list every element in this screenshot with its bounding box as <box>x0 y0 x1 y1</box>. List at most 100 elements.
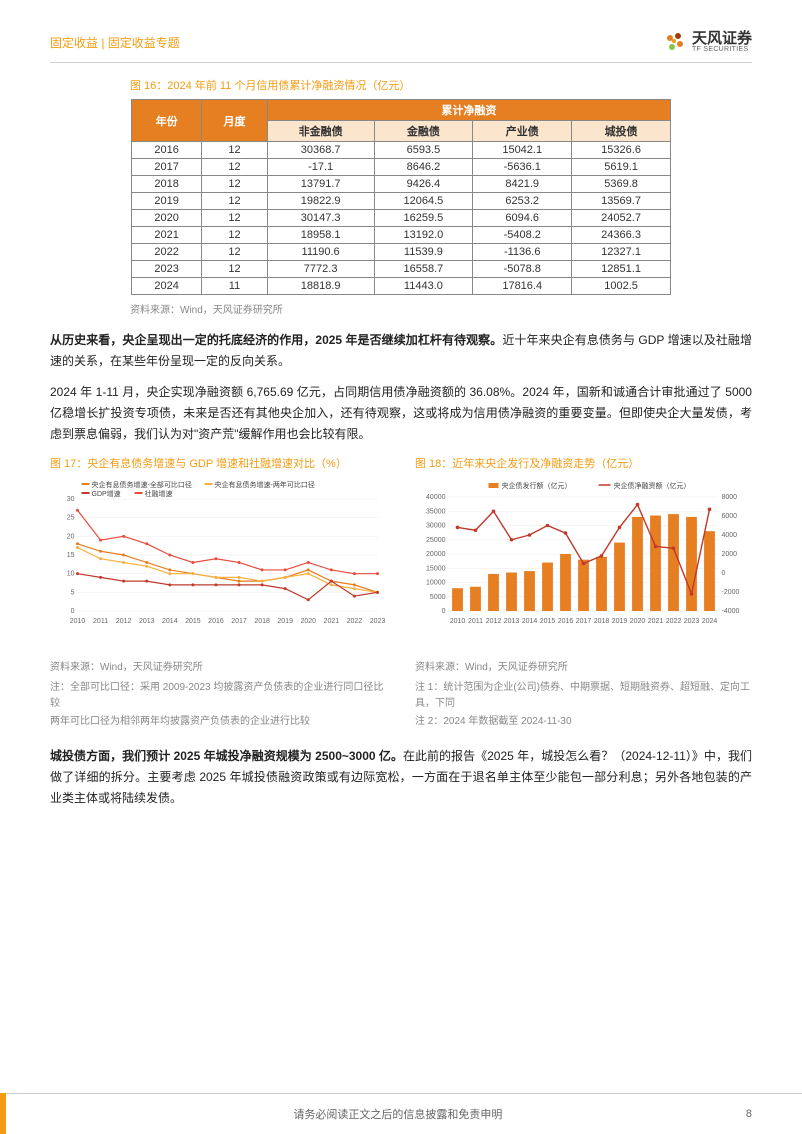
table-cell: 6094.6 <box>473 210 572 227</box>
table-cell: -1136.6 <box>473 244 572 261</box>
chart17-title: 图 17：央企有息债务增速与 GDP 增速和社融增速对比（%） <box>50 455 387 471</box>
svg-text:15000: 15000 <box>426 565 446 572</box>
table-cell: 2017 <box>132 159 202 176</box>
table-cell: 12 <box>202 193 268 210</box>
svg-text:0: 0 <box>442 608 446 615</box>
svg-text:2019: 2019 <box>612 618 628 625</box>
svg-text:25000: 25000 <box>426 537 446 544</box>
table-cell: 24366.3 <box>572 227 671 244</box>
table-row: 20201230147.316259.56094.624052.7 <box>132 210 671 227</box>
table-cell: 16259.5 <box>374 210 473 227</box>
svg-text:2015: 2015 <box>185 618 201 625</box>
table-cell: 13791.7 <box>267 176 374 193</box>
svg-text:社融增速: 社融增速 <box>145 489 173 498</box>
svg-text:2012: 2012 <box>486 618 502 625</box>
chart17-svg: 0510152025302010201120122013201420152016… <box>50 477 387 627</box>
para1-bold: 从历史来看，央企呈现出一定的托底经济的作用，2025 年是否继续加杠杆有待观察。 <box>50 333 502 347</box>
svg-text:2020: 2020 <box>630 618 646 625</box>
table-cell: 2021 <box>132 227 202 244</box>
table-cell: 12851.1 <box>572 261 671 278</box>
svg-text:2018: 2018 <box>594 618 610 625</box>
table-cell: 11443.0 <box>374 278 473 295</box>
svg-text:2021: 2021 <box>324 618 340 625</box>
table-cell: 30368.7 <box>267 142 374 159</box>
chart17-note1: 注：全部可比口径：采用 2009-2023 均披露资产负债表的企业进行同口径比较 <box>50 680 387 712</box>
chart17-source: 资料来源：Wind，天风证券研究所 <box>50 660 387 676</box>
table-row: 20241118818.911443.017816.41002.5 <box>132 278 671 295</box>
table-cell: 12 <box>202 210 268 227</box>
svg-text:2022: 2022 <box>347 618 363 625</box>
svg-text:2014: 2014 <box>522 618 538 625</box>
table-cell: 18958.1 <box>267 227 374 244</box>
table-cell: 13192.0 <box>374 227 473 244</box>
th-year: 年份 <box>132 100 202 142</box>
svg-text:2018: 2018 <box>254 618 270 625</box>
table-cell: 12 <box>202 159 268 176</box>
table-cell: 5619.1 <box>572 159 671 176</box>
chart18-svg: 0500010000150002000025000300003500040000… <box>415 477 752 627</box>
para3-bold: 城投债方面，我们预计 2025 年城投净融资规模为 2500~3000 亿。 <box>50 749 403 763</box>
table-cell: 12064.5 <box>374 193 473 210</box>
svg-text:2023: 2023 <box>684 618 700 625</box>
table-row: 20161230368.76593.515042.115326.6 <box>132 142 671 159</box>
svg-text:20000: 20000 <box>426 551 446 558</box>
table-cell: 2022 <box>132 244 202 261</box>
chart18-notes: 资料来源：Wind，天风证券研究所 注 1：统计范围为企业(公司)债券、中期票据… <box>415 660 752 732</box>
logo-text-cn: 天风证券 <box>692 31 752 46</box>
svg-text:2017: 2017 <box>576 618 592 625</box>
svg-text:-4000: -4000 <box>722 608 740 615</box>
svg-text:30: 30 <box>67 496 75 503</box>
svg-text:4000: 4000 <box>722 532 738 539</box>
table-cell: 12 <box>202 244 268 261</box>
table-cell: 2024 <box>132 278 202 295</box>
table-cell: 11539.9 <box>374 244 473 261</box>
table-cell: 19822.9 <box>267 193 374 210</box>
table-cell: -17.1 <box>267 159 374 176</box>
table-row: 201712-17.18646.2-5636.15619.1 <box>132 159 671 176</box>
table-title: 图 16：2024 年前 11 个月信用债累计净融资情况（亿元） <box>130 77 752 93</box>
footer-page-number: 8 <box>746 1108 752 1120</box>
svg-text:2016: 2016 <box>558 618 574 625</box>
table-cell: 2023 <box>132 261 202 278</box>
table-cell: 15326.6 <box>572 142 671 159</box>
table-cell: 12 <box>202 261 268 278</box>
table-cell: 9426.4 <box>374 176 473 193</box>
table-cell: -5078.8 <box>473 261 572 278</box>
svg-text:25: 25 <box>67 515 75 522</box>
table-cell: 12 <box>202 176 268 193</box>
svg-text:GDP增速: GDP增速 <box>92 489 121 498</box>
page-header: 固定收益 | 固定收益专题 天风证券 TF SECURITIES <box>50 28 752 56</box>
chart18-title: 图 18：近年来央企发行及净融资走势（亿元） <box>415 455 752 471</box>
th-span: 累计净融资 <box>267 100 670 121</box>
table-cell: 6593.5 <box>374 142 473 159</box>
svg-text:8000: 8000 <box>722 494 738 501</box>
logo-text-en: TF SECURITIES <box>692 46 752 53</box>
svg-text:2012: 2012 <box>116 618 132 625</box>
table-cell: 2016 <box>132 142 202 159</box>
footer-disclaimer: 请务必阅读正文之后的信息披露和免责申明 <box>50 1106 746 1122</box>
table-row: 20191219822.912064.56253.213569.7 <box>132 193 671 210</box>
table-cell: 16558.7 <box>374 261 473 278</box>
svg-text:10000: 10000 <box>426 580 446 587</box>
svg-text:2013: 2013 <box>139 618 155 625</box>
th-sub: 非金融债 <box>267 121 374 142</box>
paragraph-2: 2024 年 1-11 月，央企实现净融资额 6,765.69 亿元，占同期信用… <box>50 382 752 445</box>
table-cell: 24052.7 <box>572 210 671 227</box>
page-footer: 请务必阅读正文之后的信息披露和免责申明 8 <box>0 1093 802 1133</box>
table-cell: 5369.8 <box>572 176 671 193</box>
table-cell: 11190.6 <box>267 244 374 261</box>
table-cell: 30147.3 <box>267 210 374 227</box>
svg-text:30000: 30000 <box>426 523 446 530</box>
company-logo: 天风证券 TF SECURITIES <box>660 28 752 56</box>
table-cell: 15042.1 <box>473 142 572 159</box>
svg-text:2015: 2015 <box>540 618 556 625</box>
table-cell: 2019 <box>132 193 202 210</box>
svg-text:10: 10 <box>67 571 75 578</box>
logo-icon <box>660 28 688 56</box>
svg-text:2019: 2019 <box>277 618 293 625</box>
table-row: 20221211190.611539.9-1136.612327.1 <box>132 244 671 261</box>
paragraph-3: 城投债方面，我们预计 2025 年城投净融资规模为 2500~3000 亿。在此… <box>50 746 752 809</box>
table-cell: 2018 <box>132 176 202 193</box>
svg-text:5000: 5000 <box>430 594 446 601</box>
table-cell: 8421.9 <box>473 176 572 193</box>
